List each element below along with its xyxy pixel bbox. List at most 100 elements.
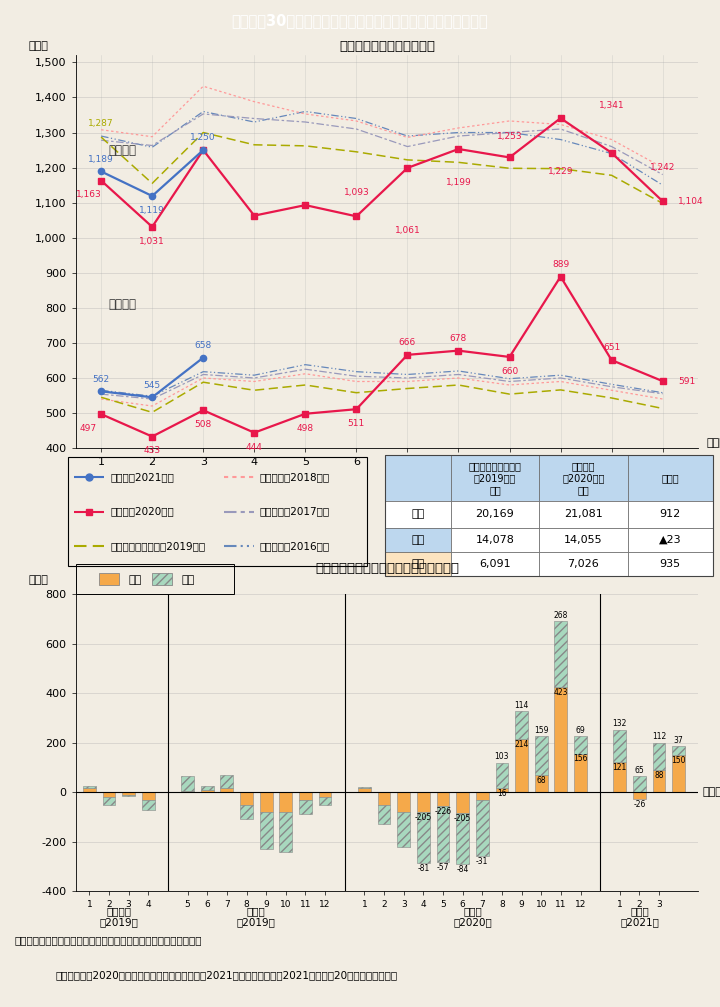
Bar: [539, 552, 628, 576]
Text: 令和元
（2019）: 令和元 （2019）: [237, 906, 276, 927]
Text: 7,026: 7,026: [567, 559, 599, 569]
Bar: [417, 813, 430, 863]
Text: ＜女性＞: ＜女性＞: [109, 298, 137, 311]
Text: -31: -31: [476, 857, 488, 866]
Text: （人）: （人）: [29, 575, 49, 585]
Bar: [495, 788, 508, 793]
Text: 156: 156: [573, 754, 588, 763]
Bar: [122, 793, 135, 795]
Bar: [299, 800, 312, 815]
Bar: [358, 788, 371, 793]
Text: 平成２９（2017）年: 平成２９（2017）年: [260, 507, 330, 517]
Text: 132: 132: [613, 719, 627, 728]
Bar: [181, 776, 194, 790]
Bar: [385, 552, 451, 576]
Text: 令和２（2020）年: 令和２（2020）年: [110, 507, 174, 517]
Bar: [240, 805, 253, 820]
Text: 69: 69: [576, 726, 585, 735]
Text: 1,341: 1,341: [599, 102, 624, 111]
Text: ＜男性＞: ＜男性＞: [109, 144, 137, 156]
Bar: [633, 776, 646, 793]
Bar: [672, 746, 685, 755]
Bar: [451, 552, 539, 576]
Text: 6,091: 6,091: [479, 559, 510, 569]
Bar: [516, 739, 528, 793]
Text: 268: 268: [554, 611, 568, 620]
Text: 20,169: 20,169: [476, 510, 514, 520]
Bar: [299, 793, 312, 800]
Bar: [319, 798, 331, 805]
Text: -81: -81: [417, 864, 429, 873]
Bar: [385, 501, 451, 528]
Text: ▲23: ▲23: [659, 535, 682, 545]
Bar: [358, 787, 371, 788]
Text: 912: 912: [660, 510, 681, 520]
Bar: [628, 528, 713, 552]
Bar: [142, 800, 155, 810]
Bar: [539, 455, 628, 501]
Text: -84: -84: [456, 865, 469, 874]
Text: Ｉ－特－30図　自殺者数の推移，自殺者数の前年同月差の推移: Ｉ－特－30図 自殺者数の推移，自殺者数の前年同月差の推移: [232, 14, 488, 28]
Text: 1,199: 1,199: [446, 178, 472, 186]
Text: 433: 433: [143, 446, 161, 455]
Bar: [103, 793, 115, 798]
Text: （月）: （月）: [702, 787, 720, 798]
Text: 214: 214: [514, 740, 528, 749]
Text: 1,189: 1,189: [89, 155, 114, 164]
Title: 自殺者数の前年同月差の推移（男女別）: 自殺者数の前年同月差の推移（男女別）: [315, 562, 459, 575]
Text: -26: -26: [634, 800, 646, 809]
Text: 1,031: 1,031: [139, 237, 165, 246]
Text: 651: 651: [603, 343, 620, 352]
Bar: [378, 793, 390, 805]
Text: 562: 562: [93, 375, 109, 384]
Bar: [574, 753, 587, 793]
Bar: [122, 795, 135, 796]
Text: 889: 889: [552, 260, 570, 269]
Text: 545: 545: [143, 381, 161, 390]
Text: 497: 497: [80, 424, 97, 433]
Bar: [628, 455, 713, 501]
Text: 平成３１
（2019）: 平成３１ （2019）: [99, 906, 138, 927]
Text: ２．令和２（2020）年分までは確定値。令和３（2021）年分は令和３（2021）年４月20日時点の暂定値。: ２．令和２（2020）年分までは確定値。令和３（2021）年分は令和３（2021…: [56, 971, 398, 980]
Text: 121: 121: [613, 763, 627, 772]
Text: 16: 16: [497, 788, 507, 798]
Text: -226: -226: [434, 807, 451, 816]
Text: 令和２
（2020）: 令和２ （2020）: [453, 906, 492, 927]
Text: -57: -57: [437, 863, 449, 872]
Text: 14,078: 14,078: [475, 535, 514, 545]
Text: 令和３
（2021）: 令和３ （2021）: [620, 906, 659, 927]
Bar: [220, 788, 233, 793]
Bar: [451, 528, 539, 552]
Bar: [554, 621, 567, 688]
Text: 令和３（2021）年: 令和３（2021）年: [110, 471, 174, 481]
Bar: [613, 762, 626, 793]
Text: 1,229: 1,229: [548, 167, 573, 176]
Text: 498: 498: [297, 424, 314, 433]
Bar: [653, 743, 665, 770]
Text: （月）: （月）: [706, 438, 720, 448]
Bar: [476, 793, 489, 800]
Bar: [672, 755, 685, 793]
Text: 159: 159: [534, 726, 549, 735]
Text: 1,250: 1,250: [190, 133, 216, 142]
Text: 114: 114: [514, 701, 528, 710]
Bar: [378, 805, 390, 825]
Text: -205: -205: [454, 814, 472, 823]
Text: 1,242: 1,242: [650, 163, 675, 171]
Bar: [397, 793, 410, 812]
Bar: [103, 798, 115, 805]
Text: 前年差: 前年差: [662, 473, 679, 483]
Text: 1,253: 1,253: [497, 132, 522, 141]
Text: 68: 68: [536, 776, 546, 785]
Bar: [260, 793, 273, 812]
Text: 平成２８（2016）年: 平成２８（2016）年: [260, 542, 330, 552]
Bar: [653, 770, 665, 793]
Text: 150: 150: [672, 756, 686, 764]
Bar: [516, 711, 528, 739]
Bar: [181, 790, 194, 793]
Bar: [539, 528, 628, 552]
Text: 112: 112: [652, 732, 666, 741]
Text: 103: 103: [495, 752, 509, 761]
Text: 666: 666: [399, 338, 416, 347]
Bar: [279, 812, 292, 852]
